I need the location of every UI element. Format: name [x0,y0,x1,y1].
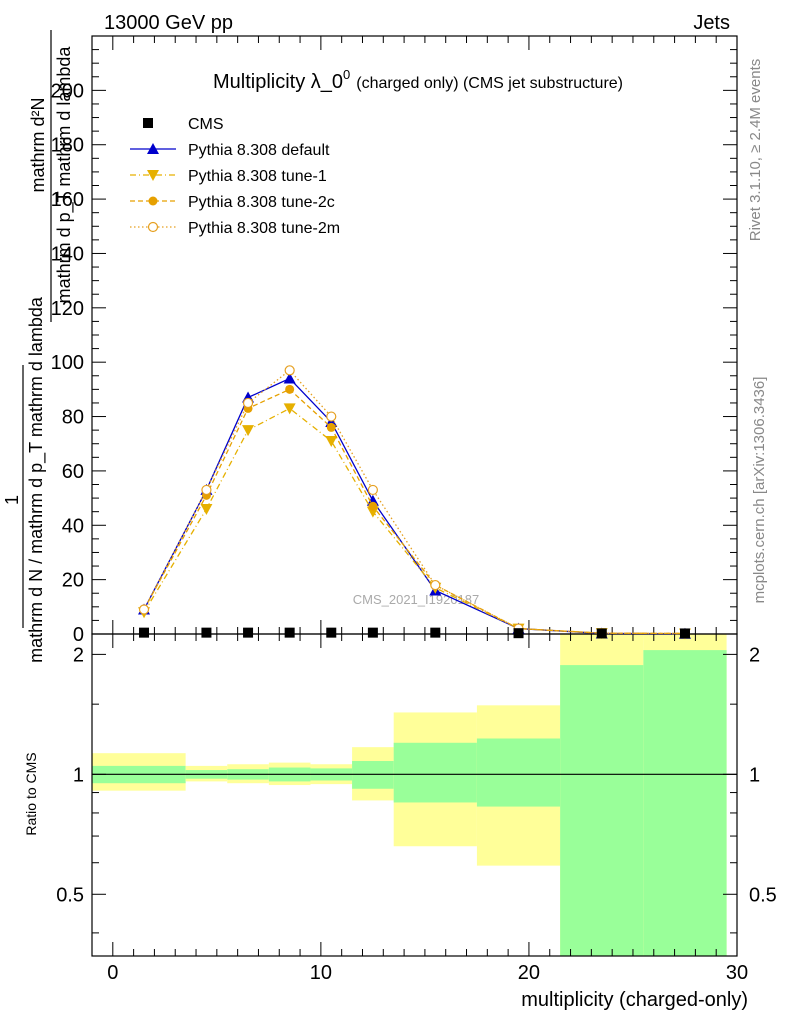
ratio-tick-label-right-1: 1 [749,764,760,786]
ylabel-denominator: mathrm d N / mathrm d p_T mathrm d lambd… [26,296,47,663]
legend-label-default: Pythia 8.308 default [188,142,330,159]
series-0-point-7 [513,628,524,639]
ratio-tick-label-left-1: 1 [73,764,84,786]
legend-marker-default [147,143,159,154]
x-tick-label-3: 30 [726,962,748,984]
series-0-point-1 [201,627,212,638]
y-tick-label-8: 160 [51,189,84,211]
ratio-ylabel: Ratio to CMS [23,752,39,835]
ylabel-fraction-denominator: mathrm d p_T mathrm d lambda [54,46,75,304]
series-4-point-1 [201,484,212,496]
y-tick-label-10: 200 [51,80,84,102]
series-4-point-5 [367,484,378,496]
x-tick-label-2: 20 [518,962,540,984]
chart-title-main: Multiplicity λ_0 [213,71,343,93]
header-right: Jets [693,12,730,34]
y-axis-label: mathrm d²N mathrm d p_T mathrm d lambda … [2,30,75,663]
ratio-tick-label-right-0: 0.5 [749,884,777,906]
x-axis-label: multiplicity (charged-only) [521,989,748,1011]
y-tick-label-0: 0 [73,624,84,646]
ratio-band-inner-7 [476,738,561,807]
ylabel-numerator: 1 [2,495,22,505]
ratio-tick-label-left-0: 0.5 [56,884,84,906]
series-4-point-6 [430,579,441,591]
series-4-point-3 [284,365,295,376]
series-1-point-3 [283,372,296,384]
series-line-4 [143,369,685,635]
legend-label-cms: CMS [188,116,224,133]
series-3-point-3 [285,384,295,394]
ratio-tick-label-left-2: 2 [73,644,84,666]
rivet-label: Rivet 3.1.10, ≥ 2.4M events [747,59,764,242]
series-3-point-4 [326,422,336,432]
legend-label-tune2m: Pythia 8.308 tune-2m [188,220,340,237]
y-tick-label-1: 20 [62,570,84,592]
chart-title: Multiplicity λ_00 (charged only) (CMS jet… [213,67,623,93]
ratio-band-inner-6 [393,742,477,803]
series-3-point-5 [368,501,378,511]
y-tick-label-7: 140 [51,243,84,265]
series-4-point-0 [138,604,150,615]
series-line-3 [143,388,685,635]
series-4-point-2 [242,397,254,409]
series-0-point-9 [679,628,690,639]
series-0-point-6 [430,627,441,638]
series-2-point-4 [325,436,338,448]
series-4-point-4 [326,411,337,422]
series-0-point-2 [243,627,254,638]
series-0-point-5 [367,627,378,638]
legend-marker-cms [143,118,153,128]
legend-marker-tune1 [147,170,159,181]
y-tick-label-2: 40 [62,515,84,537]
x-tick-label-0: 0 [107,962,118,984]
ratio-tick-label-right-2: 2 [749,644,760,666]
ratio-frame: 0.5 0.51 12 20 10 20 30 [56,633,777,984]
legend: CMS Pythia 8.308 default Pythia 8.308 tu… [130,116,340,237]
ratio-bands [92,634,727,956]
legend-marker-tune2m [147,221,159,233]
series-layer [138,365,691,640]
ratio-band-inner-9 [643,650,727,956]
x-tick-label-1: 10 [310,962,332,984]
y-tick-label-3: 60 [62,461,84,483]
series-2-point-2 [242,425,255,437]
series-2-point-1 [200,503,213,515]
y-tick-label-5: 100 [51,352,84,374]
ratio-band-inner-8 [560,665,644,956]
header-left: 13000 GeV pp [104,12,233,34]
y-tick-label-4: 80 [62,407,84,429]
legend-label-tune2c: Pythia 8.308 tune-2c [188,194,335,211]
ylabel-fraction-numerator: mathrm d²N [28,97,48,192]
series-0 [139,627,690,639]
series-0-point-8 [596,628,607,639]
series-0-point-3 [284,627,295,638]
chart-title-note: (charged only) (CMS jet substructure) [356,75,623,92]
mcplots-label: mcplots.cern.ch [arXiv:1306.3436] [751,377,768,604]
watermark: CMS_2021_I1920187 [353,592,480,607]
y-tick-label-6: 120 [51,298,84,320]
chart-title-sup: 0 [343,67,350,82]
y-tick-label-9: 180 [51,135,84,157]
legend-label-tune1: Pythia 8.308 tune-1 [188,168,327,185]
series-0-point-4 [326,627,337,638]
series-0-point-0 [139,627,150,638]
legend-marker-tune2c [148,196,158,206]
main-frame: 0 20 40 60 80 100 120 140 160 180 200 [51,35,738,646]
series-2-point-3 [283,403,296,415]
